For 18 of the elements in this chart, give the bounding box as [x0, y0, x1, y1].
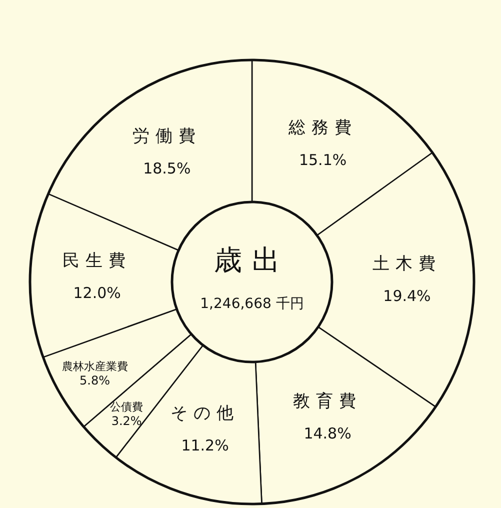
data-label: 19.4%: [383, 287, 431, 306]
slice-label: 民生費: [62, 251, 132, 272]
slice-label: その他: [170, 404, 240, 424]
data-label: 5.8%: [80, 374, 110, 388]
slice-label: 教育費: [293, 391, 362, 412]
slice-label: 土木費: [372, 254, 442, 274]
data-label: 11.2%: [181, 436, 229, 455]
data-label: 3.2%: [111, 414, 142, 428]
text: 歳出: [214, 244, 290, 276]
slice-label: 労働費: [132, 126, 202, 146]
data-label: 12.0%: [73, 284, 121, 302]
data-label: 18.5%: [143, 159, 191, 178]
slice-label: 公債費: [110, 400, 144, 414]
data-label: 15.1%: [298, 151, 347, 170]
text: 1,246,668 千円: [200, 296, 304, 312]
slice-label: 農林水産業費: [62, 360, 128, 374]
slice-label: 総務費: [287, 118, 358, 138]
data-label: 14.8%: [304, 424, 352, 442]
